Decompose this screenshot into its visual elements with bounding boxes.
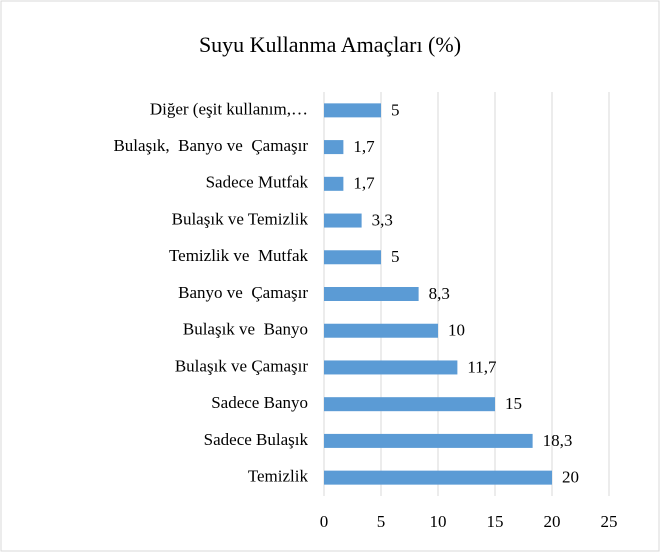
bar: [324, 360, 458, 375]
bar: [324, 250, 381, 265]
y-tick-label: Sadece Mutfak: [206, 173, 309, 192]
y-tick-label: Bulaşık ve Çamaşır: [175, 356, 308, 375]
bar: [324, 213, 362, 228]
value-label: 5: [391, 247, 400, 266]
x-tick-label: 25: [601, 512, 618, 531]
value-label: 1,7: [353, 174, 375, 193]
value-label: 11,7: [467, 357, 497, 376]
bar: [324, 470, 552, 485]
value-label: 5: [391, 100, 400, 119]
bar: [324, 287, 419, 301]
value-label: 1,7: [353, 137, 375, 156]
x-tick-label: 5: [377, 512, 386, 531]
y-tick-label: Banyo ve Çamaşır: [178, 283, 308, 302]
bar: [324, 397, 495, 412]
value-label: 3,3: [372, 210, 393, 229]
y-tick-label: Sadece Bulaşık: [204, 430, 309, 449]
value-label: 20: [562, 468, 579, 487]
value-label: 10: [448, 321, 465, 340]
x-tick-label: 0: [320, 512, 329, 531]
y-tick-label: Temizlik ve Mutfak: [169, 246, 309, 265]
y-tick-label: Bulaşık, Banyo ve Çamaşır: [113, 136, 308, 155]
y-tick-label: Sadece Banyo: [211, 393, 308, 412]
y-tick-label: Bulaşık ve Banyo: [183, 320, 308, 339]
value-label: 15: [505, 394, 522, 413]
y-tick-label: Diğer (eşit kullanım,…: [150, 99, 308, 118]
chart-title: Suyu Kullanma Amaçları (%): [199, 32, 461, 57]
y-tick-label: Bulaşık ve Temizlik: [172, 209, 309, 228]
y-tick-label: Temizlik: [248, 467, 309, 486]
x-tick-label: 15: [487, 512, 504, 531]
bar: [324, 433, 533, 448]
bar: [324, 323, 438, 338]
bar: [324, 103, 381, 118]
x-tick-label: 10: [430, 512, 447, 531]
bar: [324, 140, 344, 155]
value-label: 8,3: [429, 284, 450, 303]
x-tick-label: 20: [544, 512, 561, 531]
bar: [324, 176, 344, 191]
value-label: 18,3: [543, 431, 573, 450]
